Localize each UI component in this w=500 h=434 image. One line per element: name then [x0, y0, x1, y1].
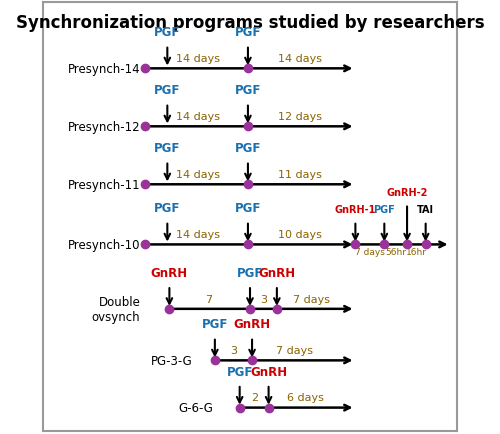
- Text: PGF: PGF: [202, 318, 228, 331]
- Text: 10 days: 10 days: [278, 230, 322, 240]
- Text: PGF: PGF: [234, 26, 261, 39]
- Text: PGF: PGF: [154, 26, 180, 39]
- Text: 7 days: 7 days: [276, 345, 312, 355]
- Text: GnRH-1: GnRH-1: [334, 205, 376, 215]
- Text: Double
ovsynch: Double ovsynch: [92, 295, 140, 323]
- Text: 2: 2: [251, 392, 258, 402]
- Text: PGF: PGF: [234, 202, 261, 215]
- Text: 56hr: 56hr: [386, 247, 406, 256]
- Text: PGF: PGF: [234, 142, 261, 155]
- Text: G-6-G: G-6-G: [178, 401, 213, 414]
- Text: PG-3-G: PG-3-G: [150, 354, 192, 367]
- Text: GnRH: GnRH: [258, 266, 296, 279]
- Text: 14 days: 14 days: [176, 170, 220, 180]
- Text: GnRH-2: GnRH-2: [386, 188, 428, 198]
- Text: PGF: PGF: [237, 266, 263, 279]
- Text: PGF: PGF: [154, 84, 180, 97]
- Text: GnRH: GnRH: [234, 318, 270, 331]
- Text: 14 days: 14 days: [278, 54, 322, 64]
- Text: 12 days: 12 days: [278, 112, 322, 122]
- Text: PGF: PGF: [226, 365, 253, 378]
- Text: 7: 7: [205, 294, 212, 304]
- Text: 11 days: 11 days: [278, 170, 322, 180]
- Text: 16hr: 16hr: [406, 247, 427, 256]
- Text: Presynch-11: Presynch-11: [68, 178, 140, 191]
- Text: GnRH: GnRH: [151, 266, 188, 279]
- Text: TAI: TAI: [417, 205, 434, 215]
- Text: Presynch-12: Presynch-12: [68, 121, 140, 134]
- Text: Presynch-10: Presynch-10: [68, 238, 140, 251]
- Text: 7 days: 7 days: [355, 247, 385, 256]
- Text: PGF: PGF: [154, 202, 180, 215]
- Text: PGF: PGF: [154, 142, 180, 155]
- Text: PGF: PGF: [234, 84, 261, 97]
- Text: 14 days: 14 days: [176, 112, 220, 122]
- Text: 14 days: 14 days: [176, 54, 220, 64]
- Text: GnRH: GnRH: [250, 365, 287, 378]
- Text: 6 days: 6 days: [288, 392, 324, 402]
- Text: 3: 3: [260, 294, 268, 304]
- Text: PGF: PGF: [374, 205, 395, 215]
- Text: 7 days: 7 days: [292, 294, 330, 304]
- Text: Synchronization programs studied by researchers: Synchronization programs studied by rese…: [16, 13, 484, 31]
- Text: 3: 3: [230, 345, 237, 355]
- Text: 14 days: 14 days: [176, 230, 220, 240]
- Text: Presynch-14: Presynch-14: [68, 62, 140, 76]
